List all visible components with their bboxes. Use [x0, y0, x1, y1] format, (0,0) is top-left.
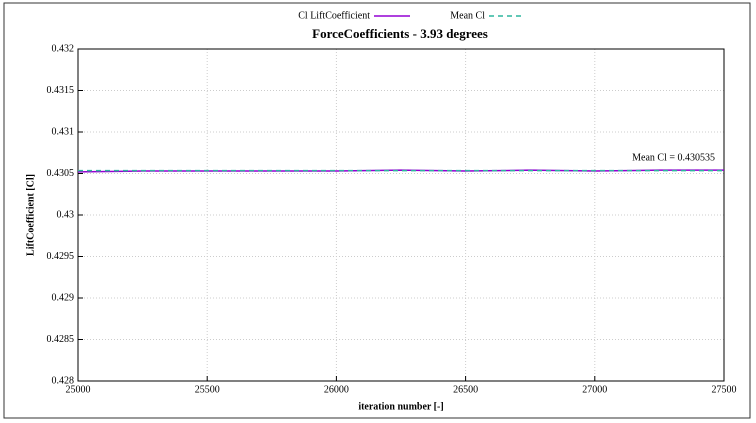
x-tick-label: 25500	[195, 384, 220, 395]
x-tick-label: 27000	[582, 384, 607, 395]
legend-label: Mean Cl	[450, 10, 485, 21]
frame	[3, 2, 751, 419]
x-tick-label: 27500	[712, 384, 737, 395]
y-tick-label: 0.4295	[47, 251, 75, 262]
y-axis-label: LiftCoefficient [Cl]	[25, 174, 36, 256]
y-tick-label: 0.4305	[47, 168, 75, 179]
y-tick-label: 0.429	[52, 292, 75, 303]
y-tick-label: 0.428	[52, 375, 75, 386]
chart-title: ForceCoefficients - 3.93 degrees	[312, 26, 488, 41]
y-tick-label: 0.431	[52, 126, 75, 137]
x-tick-label: 25000	[66, 384, 91, 395]
annotation: Mean Cl = 0.430535	[632, 152, 715, 163]
x-tick-label: 26500	[453, 384, 478, 395]
y-tick-label: 0.4315	[47, 85, 75, 96]
series-line	[77, 169, 724, 173]
x-tick-label: 26000	[324, 384, 349, 395]
plot-border	[77, 48, 725, 382]
legend-label: Cl LiftCoefficient	[298, 10, 370, 21]
x-axis-label: iteration number [-]	[358, 401, 443, 412]
y-tick-label: 0.4285	[47, 334, 75, 345]
y-tick-label: 0.432	[52, 43, 75, 54]
y-tick-label: 0.43	[57, 209, 75, 220]
